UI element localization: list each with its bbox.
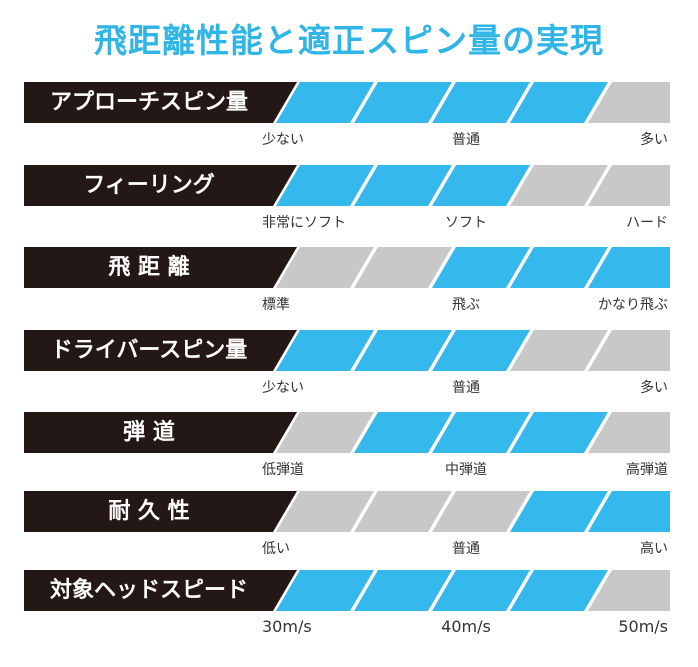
segment-filled [354, 82, 452, 123]
scale-label: 飛ぶ [452, 297, 480, 313]
segment-filled [276, 82, 374, 123]
row-label-bg [24, 491, 297, 532]
segment-empty [588, 570, 670, 611]
segment-empty [588, 412, 670, 453]
row-label-bg [24, 330, 297, 371]
row-label-bg [24, 247, 297, 288]
segment-filled [276, 570, 374, 611]
row-label: アプローチスピン量 [49, 90, 248, 115]
scale-label: 低弾道 [262, 462, 304, 478]
segment-filled [354, 330, 452, 371]
scale-label: 普通 [452, 541, 480, 557]
scale-label: 多い [640, 132, 668, 148]
segment-filled [354, 412, 452, 453]
row-label: フィーリング [83, 173, 215, 198]
segment-filled [588, 491, 670, 532]
scale-label: かなり飛ぶ [598, 297, 668, 313]
scale-label: 30m/s [262, 617, 312, 636]
segment-filled [432, 412, 530, 453]
row-label-bg [24, 570, 297, 611]
scale-label: ソフト [445, 215, 487, 231]
scale-label: 高弾道 [626, 462, 668, 478]
scale-label: 高い [640, 541, 668, 557]
segment-filled [276, 330, 374, 371]
row-label: 対象ヘッドスピード [49, 578, 248, 603]
scale-label: 低い [262, 541, 290, 557]
segment-empty [354, 491, 452, 532]
scale-label: 40m/s [441, 617, 491, 636]
segment-filled [432, 165, 530, 206]
segment-filled [510, 412, 608, 453]
segment-filled [432, 82, 530, 123]
row-label: 飛 距 離 [108, 255, 190, 280]
segment-empty [588, 330, 670, 371]
segment-filled [510, 247, 608, 288]
segment-filled [510, 82, 608, 123]
segment-filled [432, 570, 530, 611]
row-label-bg [24, 412, 297, 453]
segment-filled [354, 570, 452, 611]
segment-filled [588, 247, 670, 288]
row-label: ドライバースピン量 [50, 338, 248, 363]
scale-label: 少ない [262, 132, 304, 148]
segment-empty [432, 491, 530, 532]
segment-filled [510, 491, 608, 532]
segment-empty [510, 165, 608, 206]
segment-filled [354, 165, 452, 206]
segment-empty [276, 247, 374, 288]
row-label-bg [24, 82, 297, 123]
segment-empty [588, 165, 670, 206]
row-label: 弾 道 [123, 420, 175, 445]
segment-filled [432, 330, 530, 371]
segment-empty [510, 330, 608, 371]
segment-filled [510, 570, 608, 611]
scale-label: ハード [626, 215, 668, 231]
segment-empty [354, 247, 452, 288]
scale-label: 普通 [452, 132, 480, 148]
segment-filled [276, 165, 374, 206]
scale-label: 中弾道 [445, 462, 487, 478]
segment-empty [276, 412, 374, 453]
scale-label: 少ない [262, 380, 304, 396]
row-label: 耐 久 性 [108, 499, 190, 524]
row-label-bg [24, 165, 297, 206]
segment-filled [432, 247, 530, 288]
scale-label: 50m/s [618, 617, 668, 636]
scale-label: 多い [640, 380, 668, 396]
page-title: 飛距離性能と適正スピン量の実現 [94, 21, 604, 60]
segment-empty [276, 491, 374, 532]
segment-empty [588, 82, 670, 123]
scale-label: 普通 [452, 380, 480, 396]
scale-label: 標準 [262, 297, 290, 313]
scale-label: 非常にソフト [262, 215, 346, 231]
